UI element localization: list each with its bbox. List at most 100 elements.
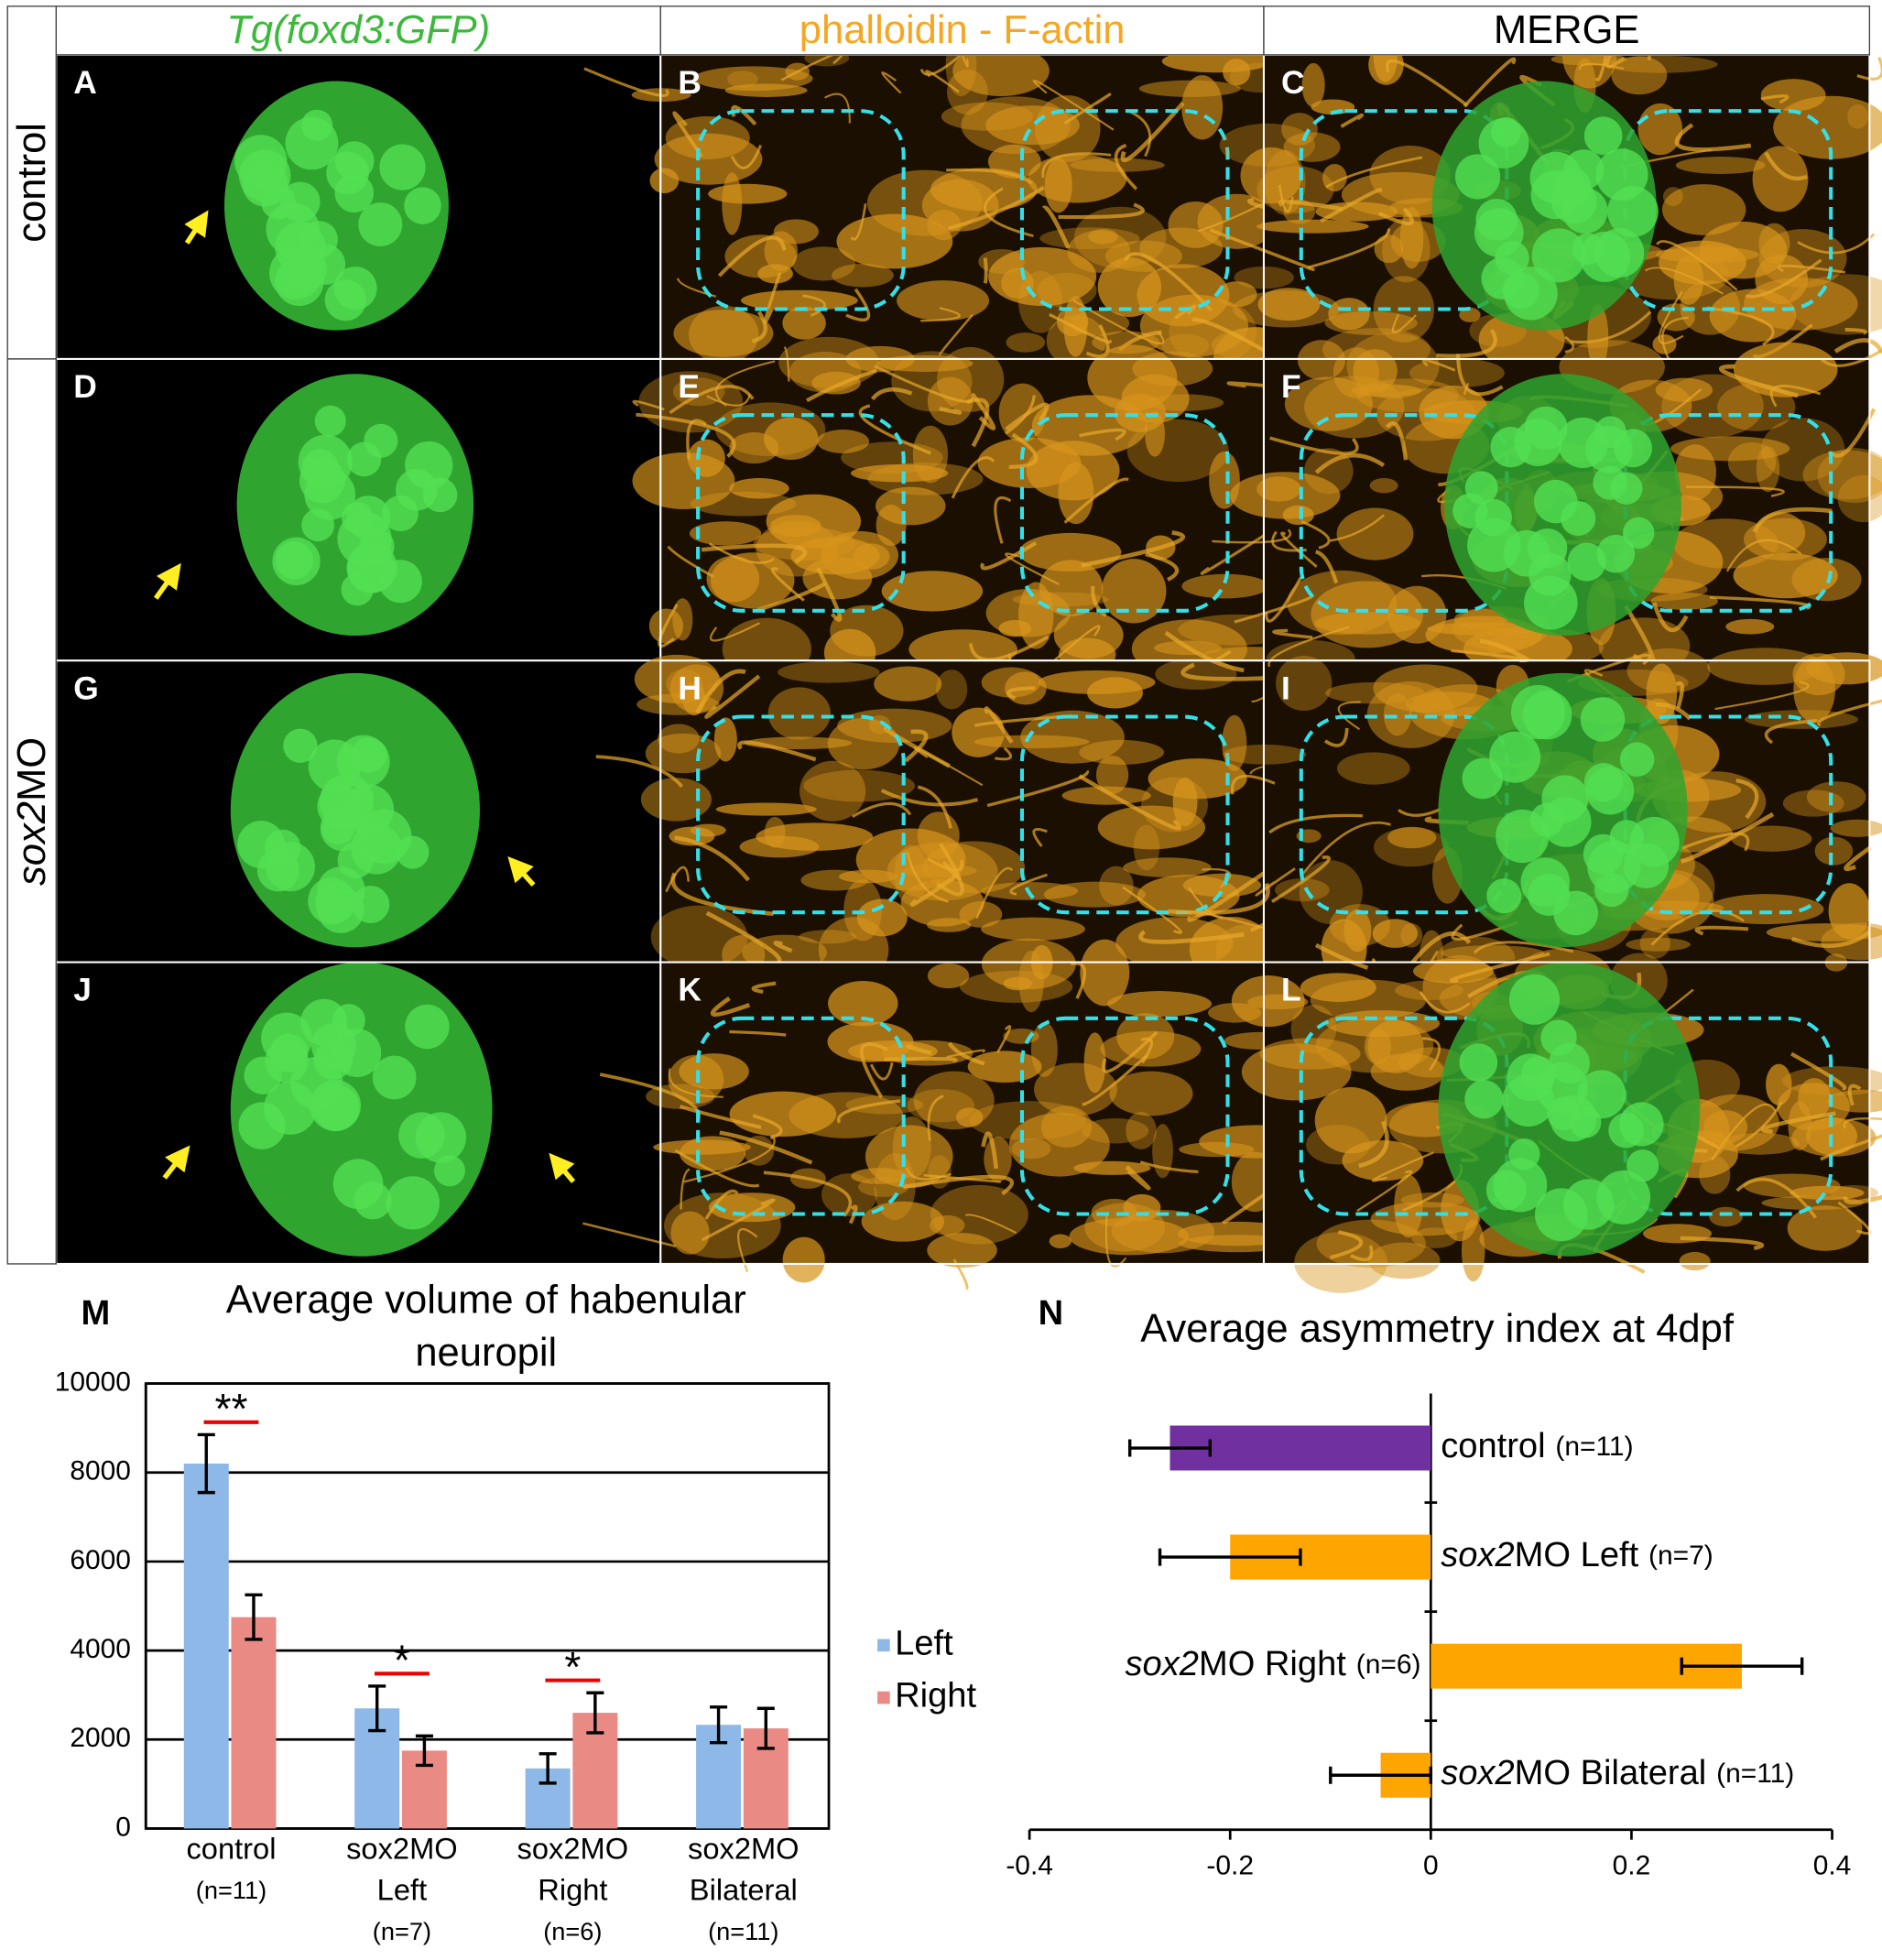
actin-fiber xyxy=(1843,1116,1882,1129)
actin-fiber xyxy=(1820,348,1882,367)
actin-texture xyxy=(881,571,984,612)
actin-texture xyxy=(1240,147,1302,204)
actin-fiber xyxy=(632,399,665,411)
row-header: control xyxy=(9,123,53,243)
actin-texture xyxy=(763,417,819,461)
actin-texture xyxy=(1409,358,1505,388)
actin-fiber xyxy=(1830,408,1877,458)
n-label: (n=7) xyxy=(1648,1541,1713,1571)
x-tick-label: sox2MO xyxy=(517,1832,629,1866)
actin-texture xyxy=(1717,383,1796,431)
gfp-cell xyxy=(1563,149,1605,191)
actin-texture xyxy=(1148,758,1247,800)
actin-fiber xyxy=(1844,327,1867,335)
significance: ** xyxy=(214,1385,247,1432)
gfp-cell xyxy=(237,821,286,868)
actin-texture xyxy=(1121,374,1190,423)
actin-texture xyxy=(669,826,715,846)
x-tick-label: 0.4 xyxy=(1813,1851,1852,1881)
actin-fiber xyxy=(1752,506,1833,533)
actin-fiber xyxy=(995,746,1013,761)
error-bar xyxy=(1680,1657,1804,1675)
actin-texture xyxy=(875,486,946,526)
actin-fiber xyxy=(920,307,961,322)
x-tick-label: Right xyxy=(538,1872,607,1906)
actin-texture xyxy=(930,168,1038,212)
category-label: sox2MO Right (n=6) xyxy=(1126,1645,1421,1683)
gfp-cell xyxy=(1536,1062,1588,1115)
category-part: sox2 xyxy=(1441,1754,1514,1792)
actin-fiber xyxy=(783,346,790,382)
actin-fiber xyxy=(968,635,1050,662)
actin-texture xyxy=(1083,1032,1106,1094)
actin-fiber xyxy=(1264,576,1303,623)
actin-fiber xyxy=(848,1204,858,1225)
gfp-cell xyxy=(283,728,318,763)
gfp-cell xyxy=(1489,731,1541,783)
actin-fiber xyxy=(1180,662,1278,681)
actin-fiber xyxy=(1078,774,1181,831)
actin-fiber xyxy=(806,368,877,403)
actin-fiber xyxy=(1455,354,1504,397)
actin-texture xyxy=(715,802,817,816)
actin-fiber xyxy=(636,412,736,458)
row-header-part: MO xyxy=(9,737,53,801)
actin-fiber xyxy=(704,1189,739,1220)
actin-texture xyxy=(861,1201,944,1242)
actin-texture xyxy=(1020,710,1125,764)
column-header-box xyxy=(1263,5,1871,56)
actin-texture xyxy=(1611,56,1668,95)
gfp-cell xyxy=(405,441,453,490)
actin-texture xyxy=(1229,472,1341,519)
gfp-cell xyxy=(1551,179,1597,224)
actin-fiber xyxy=(1314,452,1386,474)
actin-fiber xyxy=(880,789,978,807)
gfp-cell xyxy=(1504,267,1558,321)
actin-texture xyxy=(1101,559,1167,624)
actin-fiber xyxy=(1566,653,1652,683)
gfp-cell xyxy=(272,537,321,585)
gfp-cell xyxy=(415,1112,466,1163)
actin-texture xyxy=(727,71,758,88)
gfp-cell xyxy=(1585,425,1633,474)
x-tick-label: sox2MO xyxy=(346,1832,458,1866)
actin-texture xyxy=(1637,103,1683,156)
gfp-cell xyxy=(308,877,355,925)
x-tick-label: (n=11) xyxy=(196,1876,267,1904)
actin-texture xyxy=(1782,789,1844,817)
actin-fiber xyxy=(672,111,703,158)
actin-texture xyxy=(827,718,900,770)
actin-texture xyxy=(1030,1021,1058,1077)
actin-fiber xyxy=(1817,699,1882,727)
actin-fiber xyxy=(936,843,964,897)
actin-fiber xyxy=(1719,364,1799,398)
panel-letter: N xyxy=(1039,1294,1064,1333)
actin-fiber xyxy=(850,203,867,241)
gfp-cell xyxy=(382,495,419,532)
error-bar xyxy=(197,1432,215,1495)
actin-fiber xyxy=(1421,1037,1441,1072)
actin-fiber xyxy=(1315,550,1339,584)
gfp-cell xyxy=(304,469,355,520)
gfp-cell xyxy=(358,202,403,247)
actin-texture xyxy=(850,463,949,483)
bar xyxy=(1169,1425,1431,1471)
actin-fiber xyxy=(1167,882,1270,915)
actin-texture xyxy=(708,183,788,204)
actin-fiber xyxy=(1564,335,1575,354)
gfp-cell xyxy=(244,1056,282,1094)
actin-fiber xyxy=(665,866,691,893)
actin-fiber xyxy=(1301,821,1391,876)
gfp-cell xyxy=(1534,479,1578,524)
actin-fiber xyxy=(1579,62,1625,71)
actin-fiber xyxy=(1320,188,1383,223)
actin-texture xyxy=(1126,419,1229,483)
gfp-cell xyxy=(347,545,396,593)
actin-fiber xyxy=(1421,358,1456,372)
actin-fiber xyxy=(1145,552,1180,582)
gfp-cell xyxy=(354,1181,392,1220)
actin-fiber xyxy=(1191,317,1267,354)
gfp-cell xyxy=(324,279,366,321)
panel-border xyxy=(1262,961,1871,1265)
actin-texture xyxy=(1038,670,1156,694)
